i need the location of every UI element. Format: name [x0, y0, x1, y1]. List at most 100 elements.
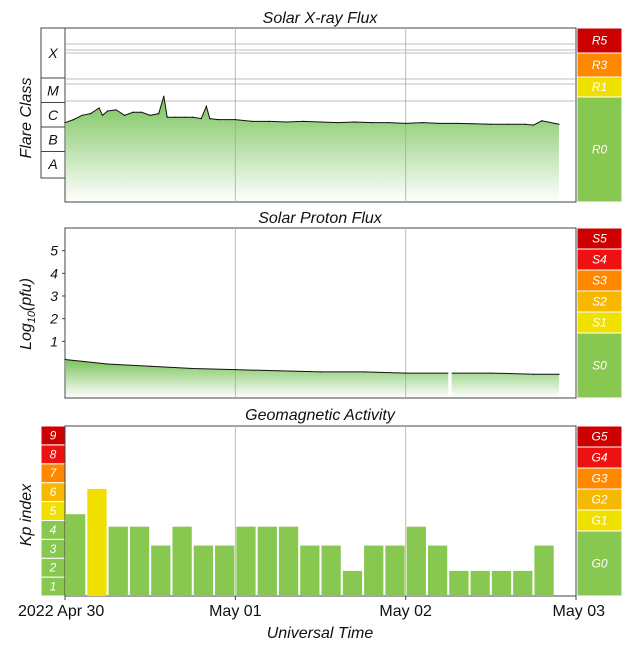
- xray-flux-point: [302, 120, 305, 122]
- xray-flux-point: [209, 118, 211, 120]
- xray-flux-point: [353, 121, 356, 123]
- xray-flux-point: [64, 122, 66, 124]
- xray-flux-line: [64, 96, 560, 126]
- kp-bar: [513, 570, 533, 596]
- scale-label-s4: S4: [592, 253, 607, 267]
- class-tick-x: X: [47, 45, 58, 61]
- kp-level-label-7: 7: [50, 466, 58, 480]
- kp-bar: [470, 570, 490, 596]
- xray-flux-point: [192, 116, 194, 118]
- scale-label-r1: R1: [592, 80, 607, 94]
- xray-flux-point: [422, 122, 424, 124]
- proton-flux-point: [490, 372, 492, 374]
- xray-flux-point: [524, 123, 526, 125]
- x-axis-ticks: 2022 Apr 30 May 01 May 02 May 03: [18, 596, 605, 620]
- scale-label-g5: G5: [591, 430, 607, 444]
- kp-bar: [364, 545, 384, 596]
- xray-flux-point: [405, 122, 407, 125]
- kp-level-label-6: 6: [50, 485, 57, 499]
- xray-flux-point: [200, 118, 202, 120]
- scale-label-s0: S0: [592, 359, 607, 373]
- xray-flux-point: [158, 113, 160, 115]
- proton-flux-fill: [65, 359, 559, 398]
- proton-flux-point: [532, 373, 535, 375]
- xray-flux-point: [106, 110, 109, 112]
- xray-flux-point: [89, 113, 92, 115]
- scale-label-s2: S2: [592, 295, 607, 309]
- proton-ytick-5: 5: [50, 243, 58, 259]
- proton-flux-series: [64, 229, 560, 398]
- kp-level-label-2: 2: [49, 561, 57, 575]
- xray-flux-point: [234, 119, 236, 121]
- proton-ytick-4: 4: [50, 265, 58, 281]
- xray-flux-point: [473, 123, 475, 125]
- kp-bar: [129, 526, 150, 596]
- xray-flux-point: [124, 114, 126, 116]
- scale-label-r5: R5: [592, 34, 608, 48]
- proton-flux-point: [319, 371, 322, 373]
- kp-level-label-8: 8: [50, 447, 57, 461]
- proton-flux-point: [277, 370, 279, 372]
- xray-flux-point: [101, 114, 104, 116]
- xray-flux-point: [541, 120, 543, 122]
- kp-bar: [406, 526, 426, 596]
- kp-bar: [385, 545, 405, 596]
- kp-bar: [342, 570, 363, 596]
- kp-bar: [449, 570, 469, 596]
- xray-flux-point: [558, 123, 560, 125]
- scale-level-g0: [576, 530, 623, 597]
- scale-label-s5: S5: [592, 232, 607, 246]
- x-tick-label: May 01: [209, 603, 262, 620]
- proton-ytick-2: 2: [49, 311, 58, 327]
- xray-flux-point: [490, 123, 492, 125]
- xray-flux-point: [251, 120, 253, 122]
- kp-level-label-4: 4: [50, 523, 57, 537]
- class-tick-b: B: [48, 131, 57, 147]
- xray-flux-point: [183, 116, 185, 118]
- xray-flux-point: [388, 122, 390, 124]
- xray-flux-point: [285, 121, 288, 123]
- proton-ylabel: Log10(pfu): [18, 278, 38, 350]
- kp-bar: [151, 545, 171, 596]
- kp-bar: [300, 545, 320, 596]
- xray-flux-point: [72, 119, 75, 121]
- xray-flux-point: [98, 107, 100, 109]
- x-tick-label: May 03: [553, 603, 606, 620]
- radiation-storm-scale: S5 S4 S3 S2 S1 S0: [576, 227, 623, 399]
- scale-label-g1: G1: [591, 514, 607, 528]
- xray-flux-point: [456, 122, 458, 125]
- xray-flux-point: [175, 116, 177, 118]
- kp-bar: [172, 526, 192, 596]
- proton-flux-point: [234, 369, 236, 371]
- kp-bar: [193, 545, 214, 596]
- scale-label-g3: G3: [591, 472, 607, 486]
- scale-label-r3: R3: [592, 58, 608, 72]
- proton-flux-point: [106, 363, 109, 365]
- kp-bar: [87, 488, 107, 596]
- xray-flux-point: [371, 122, 373, 124]
- kp-level-scale: 1 2 3 4 5 6 7 8 9: [40, 425, 66, 597]
- proton-ytick-3: 3: [50, 288, 58, 304]
- xray-flux-point: [532, 124, 535, 126]
- xray-flux-point: [163, 95, 165, 97]
- scale-label-g0: G0: [591, 557, 607, 571]
- kp-bar: [236, 526, 256, 596]
- xray-flux-point: [166, 116, 168, 118]
- scale-level-r0: [576, 96, 623, 203]
- geomagnetic-storm-scale: G5 G4 G3 G2 G1 G0: [576, 425, 623, 597]
- scale-label-s1: S1: [592, 316, 607, 330]
- xray-flux-point: [268, 120, 270, 122]
- proton-title: Solar Proton Flux: [258, 210, 383, 227]
- x-axis-label: Universal Time: [267, 625, 374, 642]
- xray-flux-point: [132, 111, 134, 113]
- xray-flux-series: [64, 95, 560, 202]
- kp-plot-area: [64, 425, 577, 597]
- xray-flux-point: [141, 111, 143, 113]
- proton-flux-point: [405, 372, 407, 374]
- xray-flux-fill: [65, 96, 559, 202]
- proton-flux-point: [192, 367, 194, 370]
- kp-gridlines: [234, 426, 407, 596]
- kp-bar: [278, 526, 299, 596]
